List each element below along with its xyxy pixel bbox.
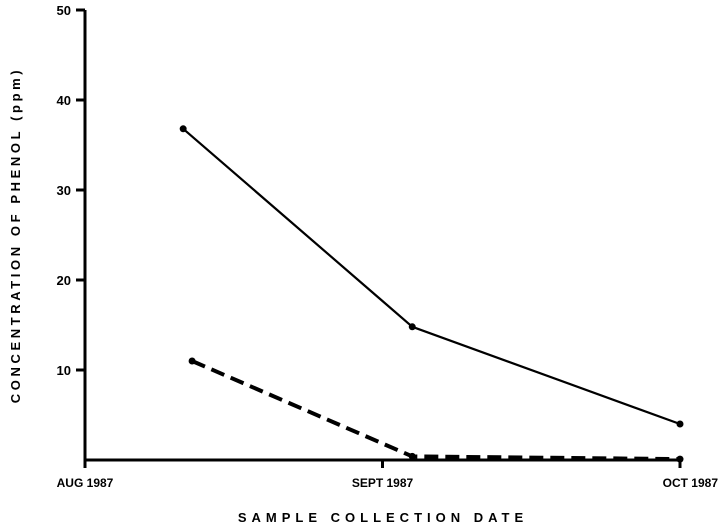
series-layer — [179, 125, 684, 463]
x-ticks: AUG 1987 SEPT 1987 OCT 1987 — [57, 460, 719, 490]
series-2-point — [676, 455, 684, 463]
series-2-point — [408, 452, 416, 460]
x-tick-label: OCT 1987 — [663, 476, 719, 490]
series-2-point — [188, 357, 196, 365]
series-1-point — [179, 125, 187, 133]
y-tick-label: 40 — [57, 93, 71, 108]
x-tick-label: AUG 1987 — [57, 476, 114, 490]
x-axis-title: SAMPLE COLLECTION DATE — [238, 510, 528, 525]
y-tick-label: 10 — [57, 363, 71, 378]
series-line-1 — [182, 127, 681, 426]
series-1-point — [408, 323, 416, 331]
y-axis-title: CONCENTRATION OF PHENOL (ppm) — [8, 67, 23, 403]
y-tick-label: 50 — [57, 3, 71, 18]
series-line-2 — [191, 359, 681, 462]
y-tick-label: 20 — [57, 273, 71, 288]
y-ticks: 10 20 30 40 50 — [57, 3, 85, 378]
x-tick-label: SEPT 1987 — [352, 476, 414, 490]
series-1-point — [676, 420, 684, 428]
y-tick-label: 30 — [57, 183, 71, 198]
